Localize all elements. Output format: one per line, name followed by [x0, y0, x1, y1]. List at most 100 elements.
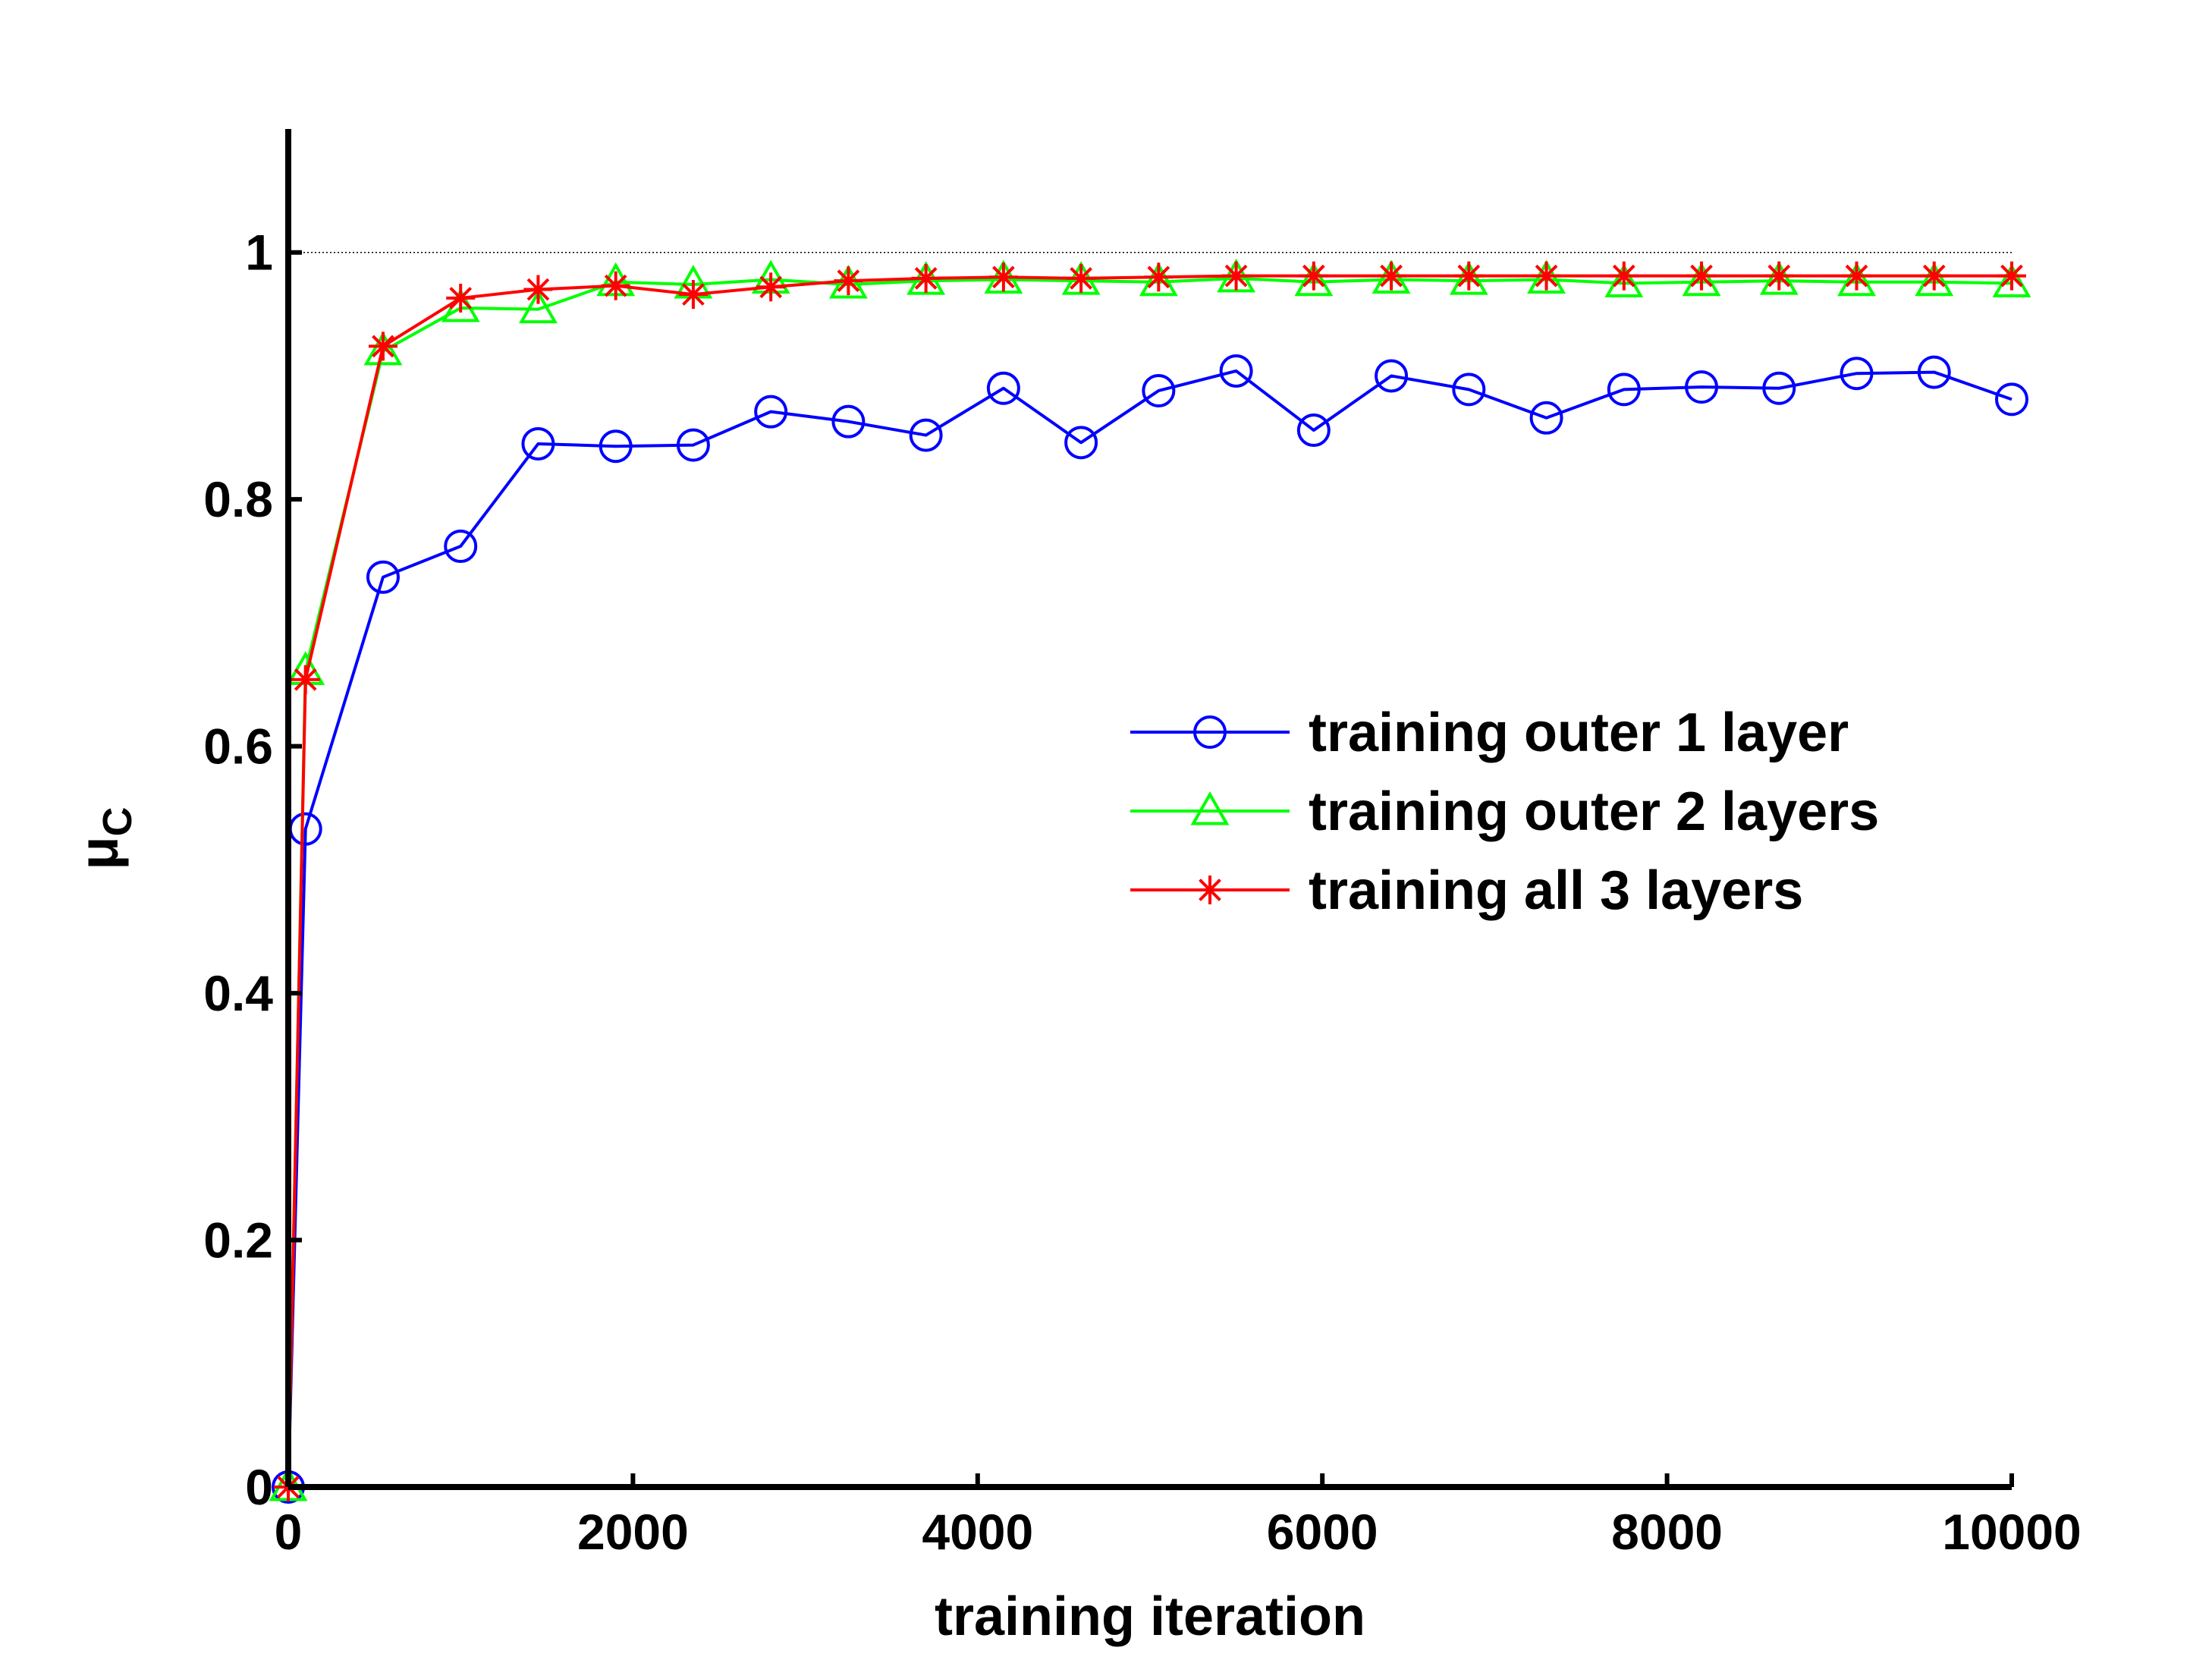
- y-tick-label: 0.8: [203, 471, 273, 527]
- data-point-triangle: [1682, 262, 1721, 297]
- asterisk-stroke: [449, 287, 473, 310]
- asterisk-stroke: [1612, 264, 1635, 288]
- legend-label: training all 3 layers: [1309, 860, 1803, 921]
- asterisk-stroke: [2000, 264, 2023, 288]
- data-point-circle: [1375, 359, 1409, 393]
- y-axis-title-main: μ: [69, 836, 130, 869]
- asterisk-stroke: [1767, 264, 1791, 288]
- data-point-circle: [1685, 370, 1719, 404]
- data-point-circle: [1452, 373, 1486, 407]
- legend-swatch-marker: [1190, 791, 1230, 825]
- asterisk-stroke: [1302, 264, 1325, 288]
- data-point-asterisk: [756, 272, 786, 302]
- asterisk-stroke: [604, 274, 627, 297]
- x-tick-label: 10000: [1942, 1504, 2082, 1560]
- data-point-asterisk: [834, 266, 863, 296]
- data-point-asterisk: [523, 275, 553, 304]
- legend-swatch-marker: [1193, 715, 1227, 749]
- asterisk-stroke: [914, 267, 938, 290]
- data-point-asterisk: [1609, 261, 1639, 291]
- data-point-asterisk: [1377, 261, 1406, 291]
- data-point-asterisk: [1067, 263, 1096, 293]
- asterisk-stroke: [294, 668, 317, 691]
- data-point-circle: [986, 371, 1020, 405]
- data-point-triangle: [1294, 262, 1334, 297]
- asterisk-stroke: [1070, 267, 1092, 290]
- x-tick-label: 4000: [922, 1504, 1033, 1560]
- y-tick-label: 0.2: [203, 1212, 273, 1269]
- data-point-asterisk: [291, 665, 320, 694]
- legend-swatch-marker: [1196, 876, 1224, 904]
- y-tick-label: 0.6: [203, 718, 273, 775]
- data-point-circle: [1917, 355, 1951, 389]
- y-tick-label: 0.4: [203, 965, 273, 1021]
- data-point-circle: [754, 395, 788, 429]
- data-point-asterisk: [1454, 261, 1484, 291]
- asterisk-stroke: [1199, 879, 1221, 901]
- y-axis-title: μC: [69, 806, 140, 869]
- tick-layer: 0 2000 4000 6000 8000 10000 0 0.2 0.4 0.6 0.8 1: [203, 225, 2082, 1560]
- y-tick-label: 1: [245, 225, 273, 281]
- data-point-circle: [831, 404, 866, 439]
- y-axis-title-subscript: C: [95, 806, 140, 836]
- data-point-triangle: [1372, 259, 1411, 294]
- data-point-circle: [676, 428, 710, 462]
- legend-entry-3: training all 3 layers: [1130, 860, 1803, 921]
- x-tick-label: 0: [275, 1504, 303, 1560]
- asterisk-stroke: [1922, 264, 1946, 288]
- series-line: [287, 276, 2012, 1488]
- asterisk-stroke: [1535, 264, 1558, 288]
- series-3: [274, 261, 2026, 1501]
- data-point-triangle: [1915, 262, 1954, 297]
- data-point-asterisk: [1997, 261, 2026, 291]
- data-point-triangle: [1527, 259, 1566, 294]
- data-point-asterisk: [678, 280, 708, 310]
- data-point-circle: [1995, 382, 2028, 417]
- data-point-circle: [521, 426, 555, 461]
- data-point-triangle: [1604, 263, 1644, 297]
- legend-label: training outer 1 layer: [1309, 703, 1849, 763]
- data-point-asterisk: [1532, 261, 1561, 291]
- axes-layer: [285, 129, 2012, 1490]
- legend-entry-2: training outer 2 layers: [1130, 781, 1879, 842]
- legend-label: training outer 2 layers: [1309, 781, 1879, 842]
- data-point-circle: [1064, 426, 1098, 460]
- asterisk-stroke: [1457, 264, 1481, 288]
- data-point-circle: [1296, 413, 1331, 448]
- data-point-circle: [366, 560, 400, 594]
- data-point-asterisk: [446, 283, 476, 313]
- data-point-circle: [1219, 354, 1253, 388]
- asterisk-stroke: [682, 283, 705, 306]
- data-point-circle: [1762, 371, 1796, 405]
- x-tick-label: 2000: [577, 1504, 689, 1560]
- data-point-asterisk: [1299, 261, 1328, 291]
- data-point-asterisk: [1764, 261, 1794, 291]
- y-tick-label: 0: [245, 1459, 273, 1515]
- asterisk-stroke: [1147, 266, 1170, 289]
- data-point-asterisk: [601, 271, 630, 300]
- data-point-circle: [1529, 401, 1563, 435]
- data-point-triangle: [1837, 262, 1876, 297]
- legend: training outer 1 layer training outer 2 l…: [1130, 703, 1879, 921]
- data-point-asterisk: [1144, 263, 1174, 292]
- series-1: [272, 354, 2028, 1504]
- data-point-triangle: [1139, 262, 1178, 297]
- data-point-asterisk: [1221, 261, 1251, 291]
- data-point-triangle: [1759, 261, 1799, 295]
- data-point-circle: [1840, 357, 1874, 391]
- data-point-asterisk: [1919, 261, 1949, 291]
- data-point-asterisk: [988, 263, 1018, 292]
- asterisk-stroke: [1690, 264, 1713, 288]
- data-point-asterisk: [368, 332, 397, 361]
- data-point-circle: [599, 429, 633, 464]
- x-tick-label: 8000: [1611, 1504, 1723, 1560]
- data-point-asterisk: [1842, 261, 1871, 291]
- data-point-circle: [1142, 373, 1176, 407]
- data-point-triangle: [518, 289, 558, 324]
- series-line: [287, 369, 2012, 1488]
- x-axis-title: training iteration: [935, 1586, 1365, 1647]
- asterisk-stroke: [759, 275, 783, 299]
- data-point-circle: [444, 530, 478, 564]
